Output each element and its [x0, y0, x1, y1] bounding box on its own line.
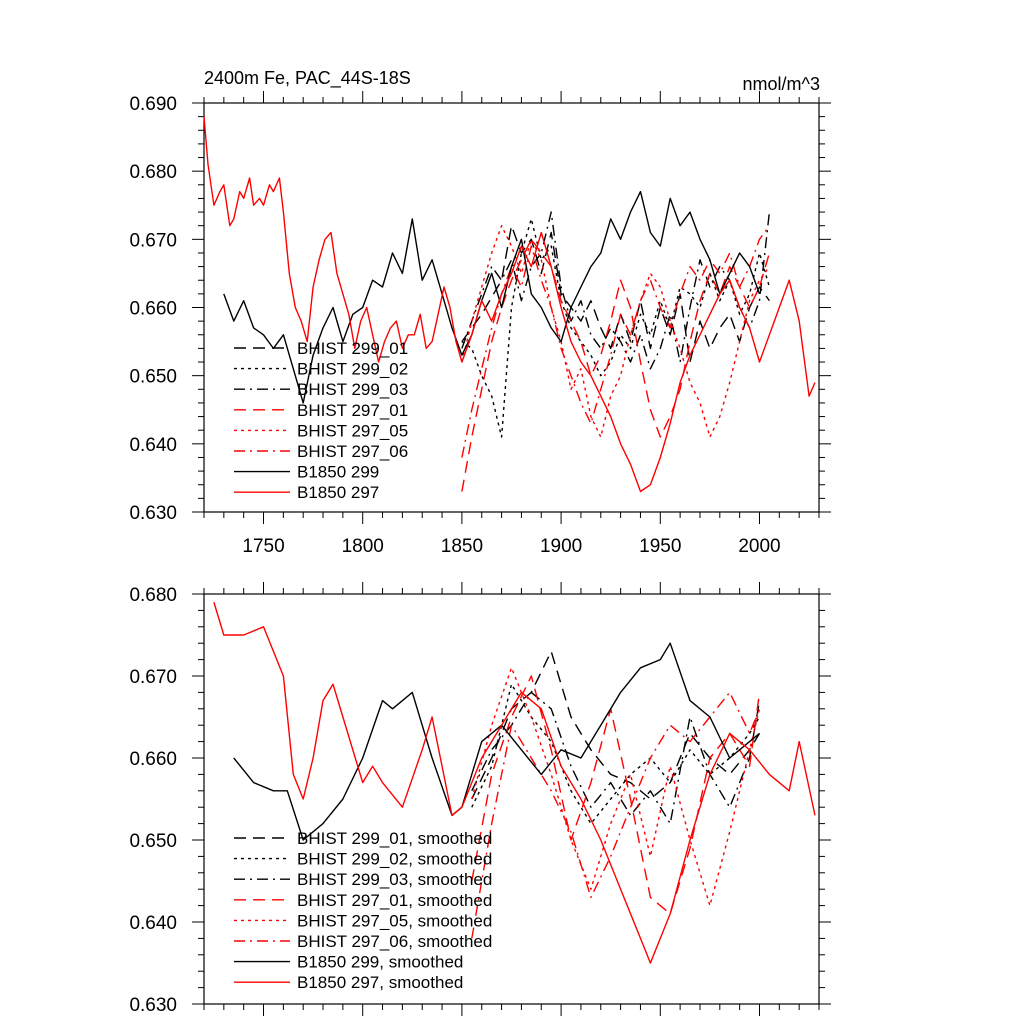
series-line-3 [471, 691, 761, 825]
y-tick-label: 0.650 [129, 831, 177, 852]
data-series [203, 116, 816, 493]
axis-ticks [192, 582, 831, 1016]
legend-label: BHIST 297_01 [297, 401, 408, 420]
series-line-4 [471, 675, 761, 915]
series-line-5 [461, 224, 770, 438]
y-tick-label: 0.680 [129, 585, 177, 606]
y-tick-label: 0.630 [129, 995, 177, 1016]
y-tick-label: 0.670 [129, 230, 177, 251]
series-line-7 [233, 642, 760, 841]
series-line-1 [461, 224, 770, 363]
series-line-8 [213, 601, 816, 964]
x-tick-label: 2000 [738, 536, 780, 557]
legend-label: BHIST 297_05, smoothed [297, 911, 492, 930]
legend: BHIST 299_01, smoothed BHIST 299_02, smoo… [234, 829, 492, 992]
axis-ticks [192, 91, 831, 524]
legend-label: BHIST 299_01 [297, 339, 408, 358]
legend-label: BHIST 299_03 [297, 380, 408, 399]
series-line-6 [461, 225, 770, 458]
y-tick-label: 0.650 [129, 367, 177, 388]
series-line-2 [471, 683, 761, 825]
top-chart: 2400m Fe, PAC_44S-18S nmol/m^3 1750 1800 1… [129, 68, 831, 557]
legend-label: BHIST 297_05 [297, 421, 408, 440]
series-line-1 [471, 650, 761, 800]
y-tick-label: 0.640 [129, 913, 177, 934]
series-line-7 [223, 190, 761, 404]
data-series [213, 601, 816, 964]
x-tick-label: 1950 [639, 536, 681, 557]
y-tick-label: 0.630 [129, 503, 177, 524]
x-tick-label: 1900 [540, 536, 582, 557]
y-tick-label: 0.660 [129, 299, 177, 320]
plot-frame [203, 593, 820, 1005]
y-tick-label: 0.670 [129, 667, 177, 688]
y-axis-tick-labels: 0.630 0.640 0.650 0.660 0.670 0.680 [129, 585, 177, 1016]
legend-label: BHIST 299_03, smoothed [297, 870, 492, 889]
chart-title: 2400m Fe, PAC_44S-18S [204, 68, 411, 89]
x-tick-label: 1800 [342, 536, 384, 557]
series-line-8 [203, 116, 816, 493]
legend-label: B1850 299 [297, 463, 379, 482]
legend-label: B1850 297 [297, 483, 379, 502]
legend-label: B1850 297, smoothed [297, 973, 463, 992]
legend-label: BHIST 299_01, smoothed [297, 829, 492, 848]
y-tick-label: 0.680 [129, 162, 177, 183]
y-tick-label: 0.660 [129, 749, 177, 770]
units-label: nmol/m^3 [743, 74, 820, 94]
bottom-chart: 0.630 0.640 0.650 0.660 0.670 0.680 BHIST 299… [129, 582, 831, 1016]
series-line-6 [471, 691, 761, 939]
y-tick-label: 0.690 [129, 94, 177, 115]
legend-label: BHIST 299_02, smoothed [297, 850, 492, 869]
y-tick-label: 0.640 [129, 435, 177, 456]
legend-label: BHIST 297_06 [297, 442, 408, 461]
x-tick-label: 1850 [441, 536, 483, 557]
legend-label: B1850 299, smoothed [297, 953, 463, 972]
x-axis-tick-labels: 1750 1800 1850 1900 1950 2000 [242, 536, 780, 557]
legend-label: BHIST 297_01, smoothed [297, 891, 492, 910]
legend-label: BHIST 299_02 [297, 360, 408, 379]
legend-label: BHIST 297_06, smoothed [297, 932, 492, 951]
y-axis-tick-labels: 0.630 0.640 0.650 0.660 0.670 0.680 0.690 [129, 94, 177, 524]
x-tick-label: 1750 [242, 536, 284, 557]
